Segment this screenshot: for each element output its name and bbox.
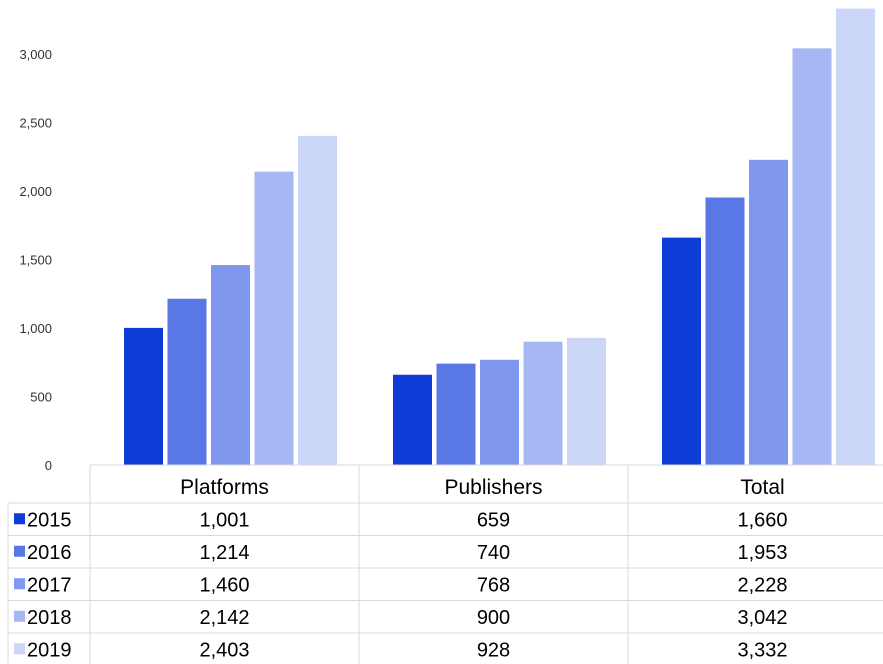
table-cell: 2,403 — [199, 639, 249, 661]
bar-2015-publishers — [393, 374, 432, 465]
bar-2017-total — [749, 159, 788, 465]
bar-2018-publishers — [523, 341, 563, 465]
y-tick-label: 1,500 — [19, 253, 52, 268]
table-cell: 740 — [477, 542, 510, 564]
table-cell: 900 — [477, 607, 510, 629]
category-label-publishers: Publishers — [444, 476, 542, 499]
y-tick-label: 3,000 — [19, 47, 52, 62]
bar-2016-publishers — [436, 363, 476, 465]
bar-2019-total — [836, 8, 875, 465]
bar-2019-publishers — [567, 337, 606, 465]
bar-2018-platforms — [254, 171, 294, 466]
y-axis: 0 500 1,000 1,500 2,000 2,500 3,000 — [19, 47, 52, 473]
table-cell: 2,228 — [737, 574, 787, 596]
category-label-platforms: Platforms — [180, 476, 269, 499]
y-tick-label: 2,000 — [19, 184, 52, 199]
bar-2016-platforms — [167, 298, 207, 465]
legend-swatch-2017 — [14, 578, 25, 590]
bar-2018-total — [792, 48, 832, 465]
y-tick-label: 1,000 — [19, 321, 52, 336]
table-cell: 2,142 — [199, 607, 249, 629]
legend-label-2019: 2019 — [27, 639, 72, 661]
data-table: Platforms Publishers Total 2015 1,001 659 1,66… — [7, 464, 883, 664]
legend-swatch-2016 — [14, 545, 25, 557]
bar-2017-publishers — [480, 359, 519, 465]
legend-label-2016: 2016 — [27, 542, 72, 564]
table-cell: 1,001 — [199, 509, 249, 531]
table-cell: 1,660 — [737, 509, 787, 531]
table-cell: 1,214 — [199, 542, 249, 564]
y-tick-label: 500 — [30, 390, 52, 405]
y-tick-label: 2,500 — [19, 116, 52, 131]
table-cell: 3,042 — [737, 607, 787, 629]
legend-swatch-2019 — [14, 643, 25, 655]
bar-2015-total — [662, 237, 701, 465]
bar-2019-platforms — [298, 135, 337, 465]
category-label-total: Total — [740, 476, 784, 499]
table-cell: 3,332 — [737, 639, 787, 661]
table-cell: 1,953 — [737, 542, 787, 564]
legend-swatch-2018 — [14, 610, 25, 622]
legend-label-2015: 2015 — [27, 509, 72, 531]
bar-2015-platforms — [124, 327, 163, 465]
table-cell: 768 — [477, 574, 510, 596]
legend-label-2018: 2018 — [27, 607, 72, 629]
y-tick-label: 0 — [45, 458, 52, 473]
table-cell: 659 — [477, 509, 510, 531]
bar-2017-platforms — [211, 265, 250, 465]
legend-swatch-2015 — [14, 513, 25, 525]
legend-label-2017: 2017 — [27, 574, 72, 596]
bar-2016-total — [705, 197, 745, 466]
table-cell: 1,460 — [199, 574, 249, 596]
table-cell: 928 — [477, 639, 510, 661]
bars — [124, 8, 875, 466]
